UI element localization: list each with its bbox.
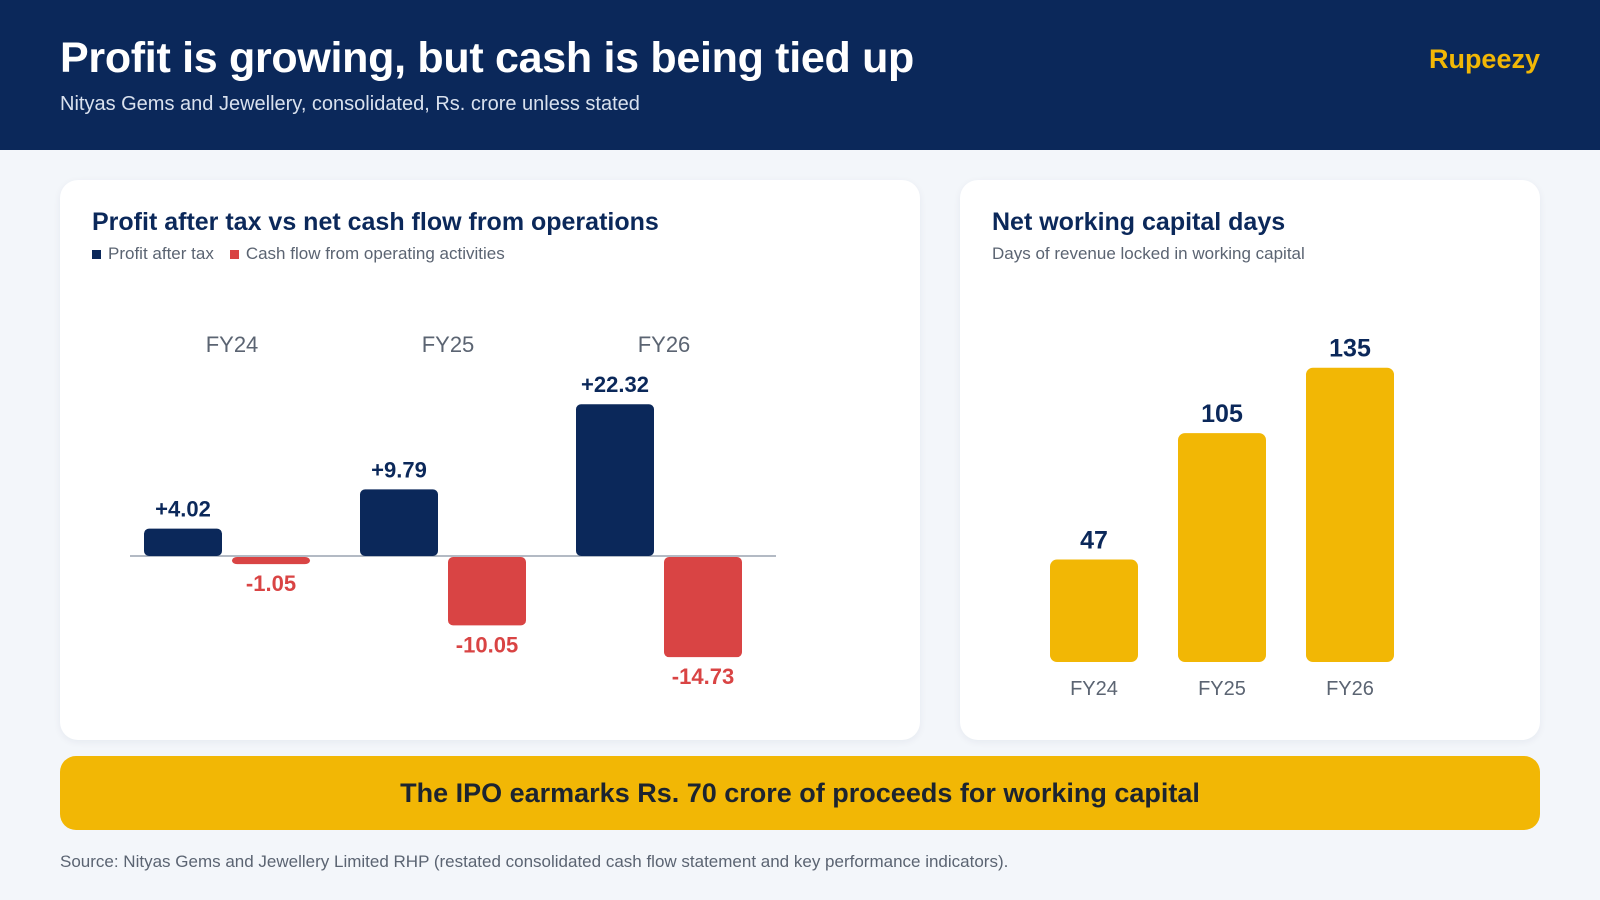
- legend-item-cfo: Cash flow from operating activities: [229, 244, 505, 264]
- data-label-nwc-fy25: 105: [1201, 400, 1243, 428]
- category-label-nwc-fy24: FY24: [1070, 678, 1118, 700]
- bar-pat-fy24: [144, 528, 222, 556]
- data-label-cfo-fy24: -1.05: [246, 571, 296, 596]
- nwc-days-card: 47 FY24 105 FY25 135 FY26 Net working capital…: [960, 180, 1540, 740]
- data-label-cfo-fy25: -10.05: [456, 632, 518, 657]
- ipo-callout-banner: The IPO earmarks Rs. 70 crore of proceed…: [60, 756, 1540, 830]
- nwc-days-subtitle: Days of revenue locked in working capita…: [992, 244, 1305, 263]
- category-label-fy25: FY25: [422, 332, 475, 357]
- category-label-nwc-fy25: FY25: [1198, 678, 1246, 700]
- nwc-days-chart: 47 FY24 105 FY25 135 FY26: [1050, 335, 1394, 700]
- data-label-pat-fy24: +4.02: [155, 497, 211, 522]
- legend-label-pat: Profit after tax: [108, 244, 214, 263]
- bar-nwc-fy26: [1306, 367, 1394, 662]
- header-band: Profit is growing, but cash is being tie…: [0, 0, 1600, 150]
- nwc-days-title: Net working capital days: [992, 208, 1286, 236]
- legend-item-pat: Profit after tax: [92, 244, 214, 264]
- bar-cfo-fy25: [448, 557, 526, 626]
- bar-pat-fy25: [360, 489, 438, 556]
- data-label-pat-fy25: +9.79: [371, 457, 427, 482]
- pat-vs-cfo-legend: Profit after tax Cash flow from operatin…: [92, 244, 505, 264]
- source-note: Source: Nityas Gems and Jewellery Limite…: [60, 852, 1009, 871]
- legend-label-cfo: Cash flow from operating activities: [245, 244, 505, 263]
- bar-cfo-fy24: [232, 557, 310, 565]
- legend-swatch-pat: [92, 249, 101, 259]
- data-label-pat-fy26: +22.32: [581, 372, 649, 397]
- ipo-callout-text: The IPO earmarks Rs. 70 crore of proceed…: [400, 777, 1200, 808]
- page-title: Profit is growing, but cash is being tie…: [60, 34, 915, 82]
- pat-vs-cfo-chart: FY24 +4.02 -1.05 FY25 +9.79 -10.05 FY26 +22.32 -…: [130, 332, 776, 689]
- pat-vs-cfo-card: FY24 +4.02 -1.05 FY25 +9.79 -10.05 FY26 +22.32 -…: [60, 180, 920, 740]
- bar-cfo-fy26: [664, 557, 742, 658]
- bar-nwc-fy25: [1178, 433, 1266, 662]
- pat-vs-cfo-title: Profit after tax vs net cash flow from o…: [92, 208, 659, 236]
- data-label-nwc-fy24: 47: [1080, 527, 1108, 555]
- category-label-nwc-fy26: FY26: [1326, 678, 1374, 700]
- category-label-fy26: FY26: [638, 332, 691, 357]
- bar-pat-fy26: [576, 404, 654, 556]
- data-label-cfo-fy26: -14.73: [672, 664, 734, 689]
- legend-swatch-cfo: [229, 249, 239, 259]
- page-subtitle: Nityas Gems and Jewellery, consolidated,…: [60, 93, 640, 115]
- bar-nwc-fy24: [1050, 559, 1138, 662]
- data-label-nwc-fy26: 135: [1329, 335, 1371, 363]
- brand-logo: Rupeezy: [1428, 44, 1540, 74]
- category-label-fy24: FY24: [206, 332, 259, 357]
